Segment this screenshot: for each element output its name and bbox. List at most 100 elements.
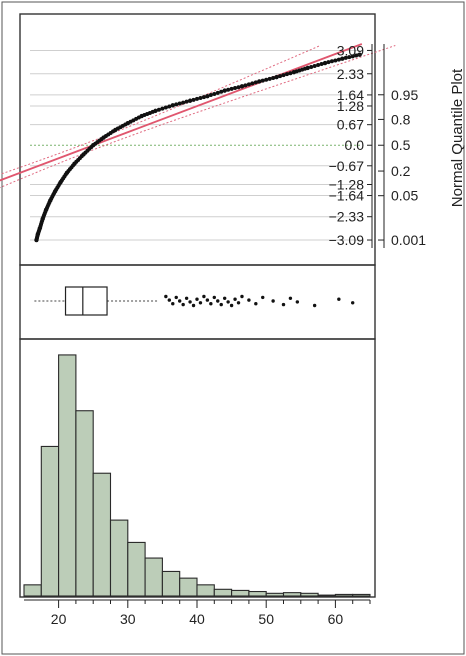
quantile-point bbox=[198, 95, 203, 100]
quantile-point bbox=[336, 57, 341, 62]
quantile-point bbox=[208, 93, 213, 98]
quantile-point bbox=[312, 63, 317, 68]
quantile-point bbox=[222, 88, 227, 93]
quantile-point bbox=[257, 79, 262, 84]
quantile-point bbox=[347, 55, 352, 60]
quantile-point bbox=[163, 105, 168, 110]
quantile-point bbox=[236, 85, 241, 90]
probability-tick-label: 0.8 bbox=[391, 111, 411, 127]
quantile-point bbox=[281, 73, 286, 78]
x-axis-tick-label: 50 bbox=[258, 611, 274, 627]
quantile-points bbox=[34, 52, 362, 243]
quantile-point bbox=[40, 218, 45, 223]
quantile-point bbox=[233, 86, 238, 91]
quantile-point bbox=[316, 62, 321, 67]
quantile-point bbox=[52, 191, 57, 196]
x-axis-tick-label: 60 bbox=[328, 611, 344, 627]
box-outlier-point bbox=[351, 301, 355, 305]
quantile-tick-label: 0.0 bbox=[345, 137, 365, 153]
box-outlier-point bbox=[337, 297, 341, 301]
box-outlier-point bbox=[219, 302, 223, 307]
box-outlier-point bbox=[195, 297, 199, 301]
quantile-panel-border bbox=[19, 13, 376, 266]
box-iqr bbox=[64, 286, 108, 316]
histogram-bar bbox=[75, 410, 94, 597]
quantile-point bbox=[79, 154, 84, 159]
quantile-point bbox=[37, 227, 42, 232]
probability-tick-label: 0.05 bbox=[391, 188, 418, 204]
quantile-axis-title: Normal Quantile Plot bbox=[449, 68, 466, 207]
histogram-panel-border bbox=[19, 338, 376, 598]
quantile-tick-label: 3.09 bbox=[337, 42, 364, 58]
box-outlier-point bbox=[171, 302, 175, 306]
quantile-point bbox=[302, 66, 307, 71]
box-outlier-point bbox=[212, 295, 216, 300]
histogram-bar bbox=[213, 588, 233, 597]
quantile-point bbox=[322, 60, 328, 66]
quantile-tick-label: −3.09 bbox=[329, 232, 365, 248]
quantile-point bbox=[195, 96, 199, 101]
quantile-point bbox=[215, 90, 220, 95]
quantile-tick-label: −0.67 bbox=[329, 158, 365, 174]
quantile-point bbox=[284, 72, 289, 77]
histogram-bar bbox=[179, 577, 198, 597]
quantile-point bbox=[167, 104, 172, 109]
box-outlier-point bbox=[181, 302, 185, 307]
box-outlier-point bbox=[288, 296, 293, 300]
x-axis-tick-label: 40 bbox=[189, 611, 205, 627]
quantile-point bbox=[309, 64, 314, 69]
quantile-point bbox=[357, 52, 362, 57]
quantile-point bbox=[319, 62, 324, 67]
box-outlier-point bbox=[240, 294, 244, 299]
quantile-point bbox=[278, 74, 283, 79]
confidence-band-curve bbox=[0, 45, 321, 175]
quantile-tick-label: −1.28 bbox=[329, 176, 365, 192]
quantile-point bbox=[271, 75, 276, 80]
quantile-point bbox=[274, 74, 279, 80]
quantile-point bbox=[123, 122, 128, 127]
box-outlier-point bbox=[233, 297, 237, 301]
quantile-tick-label: 1.28 bbox=[337, 98, 364, 114]
histogram-bar bbox=[231, 589, 250, 597]
quantile-tick-label: 1.64 bbox=[337, 87, 364, 103]
quantile-point bbox=[99, 137, 104, 142]
histogram-bar bbox=[58, 354, 77, 597]
histogram-bar bbox=[196, 584, 215, 597]
box-outlier-point bbox=[174, 295, 178, 300]
box-outlier-point bbox=[188, 300, 192, 304]
quantile-point bbox=[226, 87, 231, 92]
outlier-box-plot bbox=[34, 286, 355, 316]
histogram-bar bbox=[161, 570, 181, 597]
histogram-bar bbox=[127, 541, 146, 597]
box-outlier-point bbox=[312, 303, 317, 308]
box-outlier-point bbox=[236, 301, 241, 305]
quantile-point bbox=[253, 80, 258, 85]
quantile-point bbox=[267, 76, 272, 81]
quantile-point bbox=[343, 55, 348, 60]
histogram-bar bbox=[300, 592, 319, 597]
quantile-point bbox=[57, 181, 62, 186]
quantile-point bbox=[260, 78, 265, 83]
box-outlier-point bbox=[229, 303, 234, 308]
box-outlier-point bbox=[226, 300, 230, 304]
quantile-point bbox=[187, 98, 193, 103]
histogram-bar bbox=[109, 519, 129, 597]
box-outlier-point bbox=[205, 298, 210, 302]
quantile-point bbox=[333, 58, 338, 63]
histogram-bar bbox=[23, 584, 42, 597]
quantile-point bbox=[170, 103, 175, 108]
quantile-gridlines bbox=[30, 49, 362, 241]
box-outlier-point bbox=[281, 302, 286, 307]
histogram-x-axis: 20 30 40 50 60 bbox=[24, 599, 371, 627]
quantile-point bbox=[89, 145, 94, 150]
quantile-point bbox=[219, 89, 224, 94]
probability-tick-label: 0.5 bbox=[391, 137, 411, 153]
quantile-point bbox=[174, 102, 179, 107]
histogram-bar bbox=[92, 472, 112, 597]
quantile-tick-label: 0.67 bbox=[337, 117, 364, 133]
histogram-bar bbox=[265, 592, 285, 597]
box-outlier-point bbox=[261, 295, 265, 300]
box-outlier-point bbox=[222, 296, 227, 300]
histogram-bar bbox=[352, 593, 371, 597]
